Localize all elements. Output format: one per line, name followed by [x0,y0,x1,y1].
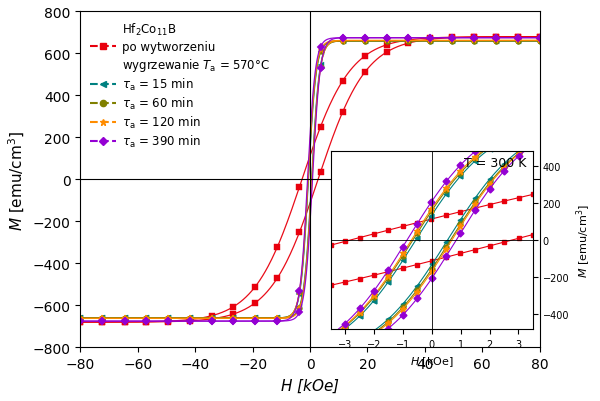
Legend: Hf$_2$Co$_{11}$B, po wytworzeniu, wygrzewanie $T_\mathrm{a}$ = 570°C, $\tau_\mat: Hf$_2$Co$_{11}$B, po wytworzeniu, wygrze… [86,18,273,153]
X-axis label: $H$ [kOe]: $H$ [kOe] [280,377,340,394]
Y-axis label: $M$ [emu/cm$^3$]: $M$ [emu/cm$^3$] [7,130,27,230]
